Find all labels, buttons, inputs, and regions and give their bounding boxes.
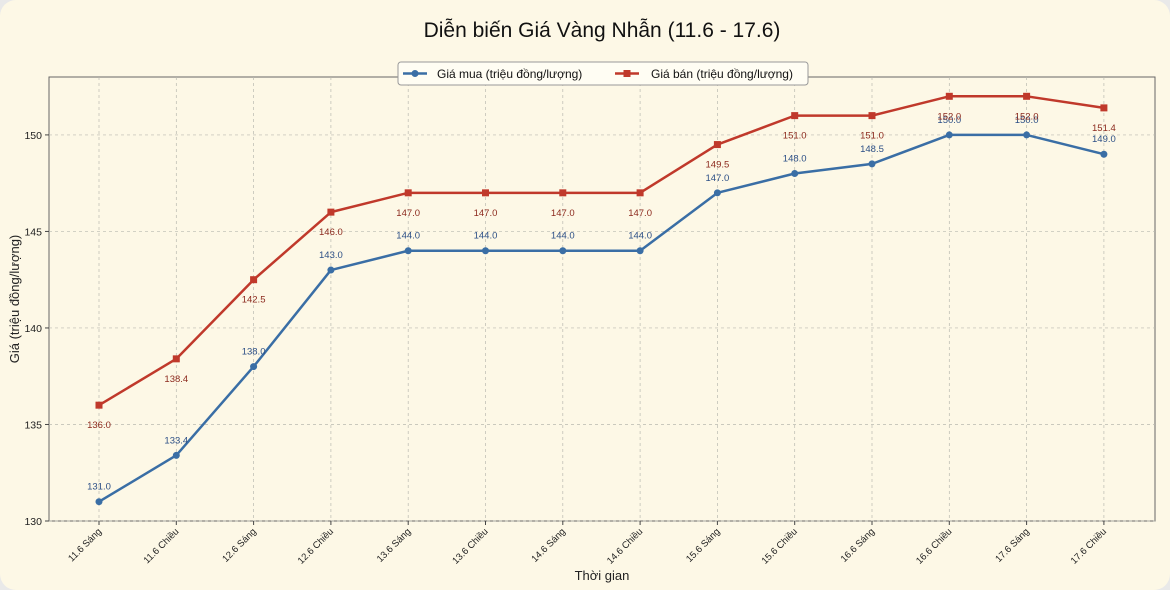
data-label: 150.0 (1015, 115, 1039, 126)
data-point-sell (791, 112, 799, 120)
data-label: 147.0 (474, 208, 498, 219)
data-point-sell (250, 276, 258, 284)
data-label: 144.0 (628, 231, 652, 242)
x-tick-label: 13.6 Sáng (375, 526, 413, 564)
data-label: 151.0 (860, 131, 884, 142)
x-tick-label: 13.6 Chiều (450, 526, 490, 566)
data-point-sell (482, 189, 489, 197)
data-point-sell (327, 208, 335, 216)
x-tick-label: 15.6 Chiều (760, 526, 800, 566)
data-label: 151.0 (783, 131, 807, 142)
data-point-sell (1023, 92, 1031, 100)
data-point-buy (868, 160, 876, 168)
data-point-buy (482, 247, 489, 255)
data-point-buy (1023, 131, 1031, 139)
y-tick-label: 150 (24, 130, 42, 142)
grid-lines (49, 77, 1155, 522)
data-label: 138.4 (164, 374, 188, 385)
x-tick-label: 11.6 Chiều (142, 526, 182, 566)
data-label: 146.0 (319, 227, 343, 238)
data-label: 149.5 (706, 160, 730, 171)
data-label: 147.0 (396, 208, 420, 219)
data-label: 147.0 (628, 208, 652, 219)
data-label: 143.0 (319, 250, 343, 261)
data-label: 136.0 (87, 420, 111, 431)
data-point-sell (945, 92, 953, 100)
data-label: 148.5 (860, 144, 884, 155)
y-axis-label: Giá (triệu đồng/lượng) (7, 235, 22, 364)
x-tick-label: 11.6 Sáng (66, 526, 104, 564)
plot-area (48, 76, 1156, 522)
y-tick-label: 140 (24, 323, 42, 335)
data-label: 151.4 (1092, 123, 1116, 134)
data-point-buy (559, 247, 567, 255)
data-point-buy (404, 247, 412, 255)
y-tick-label: 130 (24, 516, 42, 528)
y-tick-label: 135 (24, 419, 42, 431)
series-group (95, 92, 1108, 506)
data-label: 147.0 (551, 208, 575, 219)
data-label: 133.4 (164, 435, 188, 446)
data-label: 152.0 (937, 111, 961, 122)
legend-box (397, 61, 809, 86)
data-point-buy (95, 498, 103, 506)
x-axis-ticks: 11.6 Sáng 11.6 Chiều 12.6 Sáng 12.6 Chiều 13… (66, 521, 1109, 567)
y-tick-label: 145 (24, 226, 42, 238)
x-tick-label: 17.6 Sáng (993, 526, 1031, 564)
data-point-buy (791, 170, 799, 178)
data-label: 149.0 (1092, 134, 1116, 145)
data-point-buy (945, 131, 953, 139)
data-point-sell (1100, 104, 1108, 112)
data-point-buy (636, 247, 644, 255)
x-tick-label: 12.6 Chiều (296, 526, 336, 566)
data-label: 142.5 (242, 295, 266, 306)
x-tick-label: 17.6 Chiều (1069, 526, 1109, 566)
data-point-sell (713, 141, 721, 149)
data-label: 152.0 (1015, 111, 1039, 122)
legend-label-buy: Giá mua (triệu đồng/lượng) (437, 67, 582, 81)
series-line (98, 95, 1105, 407)
legend-label-sell: Giá bán (triệu đồng/lượng) (651, 67, 793, 81)
x-tick-label: 14.6 Sáng (530, 526, 568, 564)
data-point-buy (250, 363, 258, 371)
legend-marker-buy (411, 70, 419, 77)
chart-title: Diễn biến Giá Vàng Nhẫn (11.6 - 17.6) (424, 19, 781, 42)
data-labels: 131.0 133.4 138.0 143.0 144.0 144.0 144.0 144.0… (87, 111, 1116, 492)
data-point-sell (95, 401, 103, 409)
data-point-buy (172, 451, 180, 459)
data-label: 138.0 (242, 347, 266, 358)
y-axis-ticks: 130 135 140 145 150 (24, 130, 49, 528)
x-tick-label: 16.6 Sáng (839, 526, 877, 564)
data-point-buy (1100, 150, 1108, 158)
data-point-sell (172, 355, 180, 363)
x-axis-label: Thời gian (575, 568, 630, 583)
legend-marker-sell (623, 70, 631, 77)
data-point-sell (868, 112, 876, 120)
x-tick-label: 12.6 Sáng (220, 526, 258, 564)
legend: Giá mua (triệu đồng/lượng) Giá bán (triệ… (397, 61, 809, 86)
x-tick-label: 16.6 Chiều (914, 526, 954, 566)
data-label: 144.0 (551, 231, 575, 242)
x-tick-label: 14.6 Chiều (605, 526, 645, 566)
data-point-sell (404, 189, 412, 197)
data-point-buy (327, 266, 335, 274)
data-label: 148.0 (783, 154, 807, 165)
data-point-sell (559, 189, 567, 197)
data-point-sell (636, 189, 644, 197)
data-label: 144.0 (474, 231, 498, 242)
data-label: 144.0 (396, 231, 420, 242)
x-tick-label: 15.6 Sáng (684, 526, 722, 564)
data-label: 150.0 (937, 115, 961, 126)
data-label: 147.0 (706, 173, 730, 184)
data-label: 131.0 (87, 482, 111, 493)
data-point-buy (713, 189, 721, 197)
series-line (98, 133, 1105, 503)
